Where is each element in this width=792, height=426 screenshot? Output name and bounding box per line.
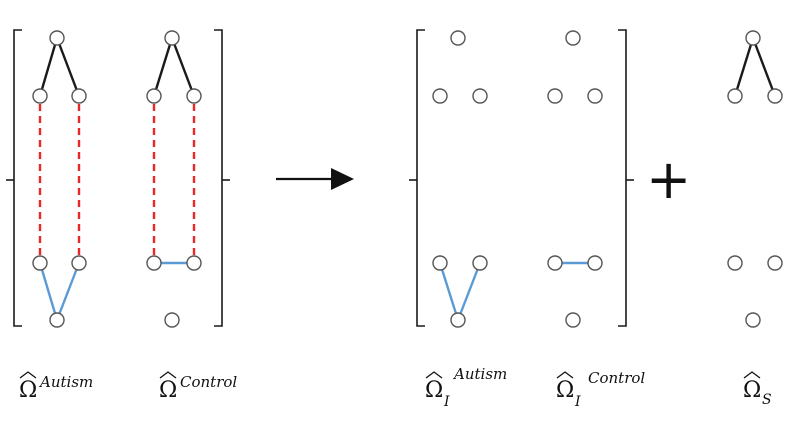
label-subscript: I [574,394,581,410]
hat-accent [743,371,761,379]
label-subscript: I [443,394,450,410]
node [547,255,563,271]
hat-accent [425,371,443,379]
plus-operator: + [646,148,691,211]
node [146,255,162,271]
node [727,255,743,271]
left-close-bracket [214,29,223,327]
node [186,88,202,104]
node [587,88,603,104]
node [186,255,202,271]
node [565,30,581,46]
edge-shared-top-left [733,37,755,97]
node [767,88,783,104]
label-omega-control: Ω Control [159,371,237,403]
node [767,255,783,271]
graph-shared [727,30,783,328]
label-subscript: S [762,392,772,408]
edge-shared-top-right [751,37,777,97]
node [32,255,48,271]
label-base: Ω [425,378,443,403]
node [472,88,488,104]
left-open-bracket [13,29,22,327]
node [71,255,87,271]
edge-specific-left [438,262,460,321]
node [450,312,466,328]
node [745,312,761,328]
hat-accent [159,371,177,379]
label-superscript: Control [180,373,237,391]
label-superscript: Control [588,369,645,387]
label-base: Ω [743,378,761,403]
graph-control [146,30,202,328]
label-omega-s: Ω S [743,371,772,408]
middle-bracket-group [409,29,634,327]
node [565,312,581,328]
node [432,88,448,104]
node [450,30,466,46]
edge-specific-right [456,262,482,321]
arrow-head [331,168,354,190]
edge-shared-top-left [38,37,59,97]
node [49,30,65,46]
hat-accent [556,371,574,379]
graph-autism [32,30,87,328]
edge-shared-top-left [152,37,174,97]
node [164,30,180,46]
label-base: Ω [159,378,177,403]
node [432,255,448,271]
left-bracket-group [6,29,230,327]
node [164,312,180,328]
node [49,312,65,328]
node [32,88,48,104]
node [472,255,488,271]
graph-individual-control [547,30,603,328]
transform-arrow [276,168,354,190]
label-omega-i-autism: Ω I Autism [425,365,507,410]
edge-shared-top-right [55,37,81,97]
node [587,255,603,271]
middle-close-bracket [618,29,627,327]
edge-specific-left [38,262,59,321]
edge-specific-right [55,262,81,321]
node [71,88,87,104]
node [146,88,162,104]
label-superscript: Autism [452,365,507,383]
label-superscript: Autism [38,373,93,391]
graph-individual-autism [432,30,488,328]
label-omega-autism: Ω Autism [19,371,93,403]
node [547,88,563,104]
node [745,30,761,46]
node [727,88,743,104]
label-base: Ω [19,378,37,403]
edge-shared-top-right [170,37,196,97]
label-omega-i-control: Ω I Control [556,369,645,410]
hat-accent [19,371,37,379]
label-base: Ω [556,378,574,403]
middle-open-bracket [416,29,425,327]
